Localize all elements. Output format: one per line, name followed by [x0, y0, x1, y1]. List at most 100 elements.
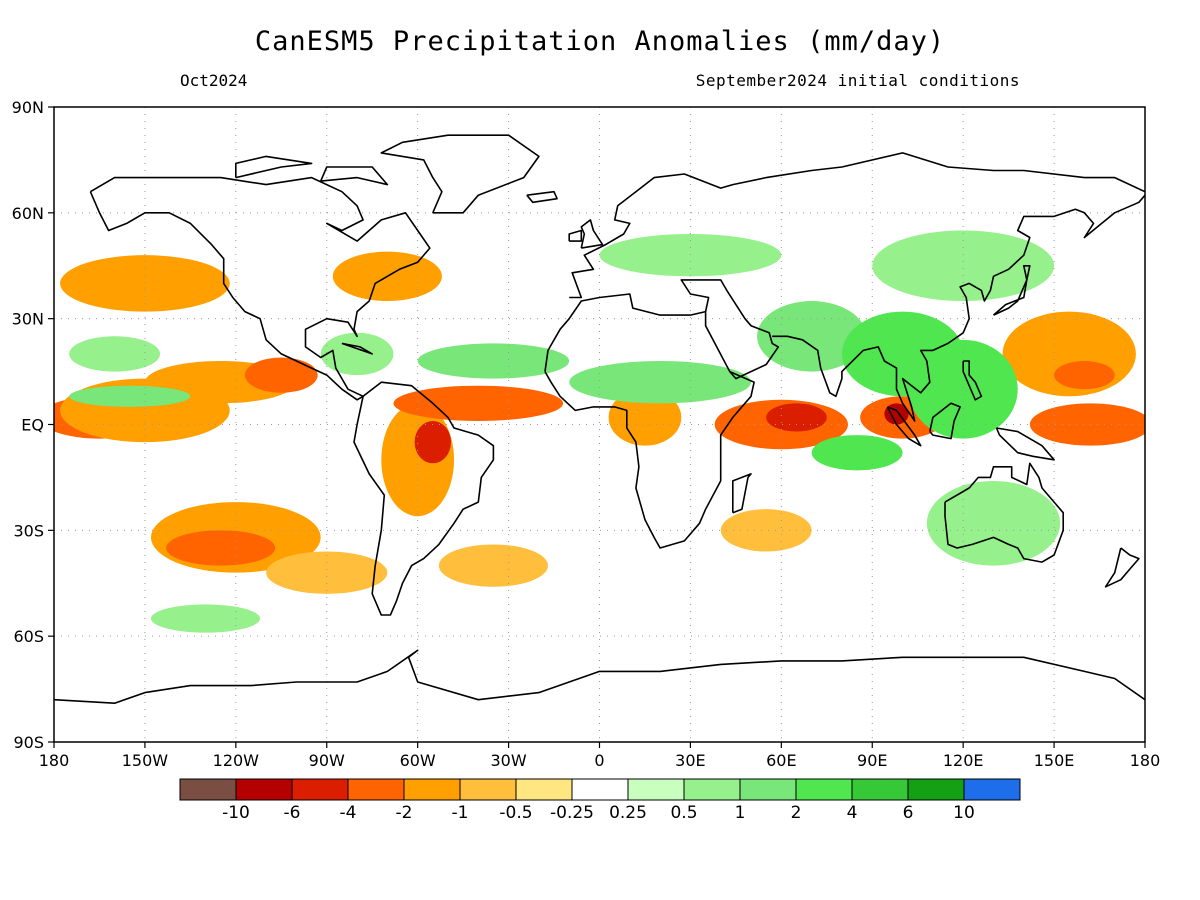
colorbar-swatch-14 [963, 778, 1021, 801]
colorbar-swatch-7 [571, 778, 629, 801]
coastline-0 [89, 176, 431, 401]
colorbar-swatch-5 [459, 778, 517, 801]
colorbar-swatch-9 [683, 778, 741, 801]
lon-tick-label: 30W [490, 751, 526, 770]
colorbar-label: -2 [396, 803, 413, 823]
lon-tick-label: 60W [400, 751, 436, 770]
colorbar-label: 1 [735, 803, 746, 823]
lat-tick-label: EQ [21, 416, 44, 435]
coastline-6 [944, 462, 1064, 563]
coastline-12 [992, 265, 1031, 316]
colorbar-swatch-1 [235, 778, 293, 801]
anomaly-region-10 [393, 385, 564, 421]
colorbar-label: 4 [847, 803, 858, 823]
forecast-month: Oct2024 [180, 71, 248, 90]
lat-tick-label: 60S [13, 627, 44, 646]
colorbar-swatch-0 [179, 778, 237, 801]
colorbar-swatch-3 [347, 778, 405, 801]
anomaly-region-32 [150, 604, 261, 633]
anomaly-region-4 [60, 255, 230, 312]
colorbar-swatch-6 [515, 778, 573, 801]
colorbar-label: 10 [953, 803, 975, 823]
coastline-3 [544, 293, 755, 549]
anomaly-region-18 [1029, 403, 1145, 446]
lon-tick-label: 0 [594, 751, 604, 770]
lat-tick-label: 90N [12, 98, 44, 117]
lon-tick-label: 120E [943, 751, 984, 770]
anomaly-region-13 [608, 389, 682, 446]
anomaly-region-24 [417, 343, 570, 379]
colorbar-label: 0.5 [670, 803, 697, 823]
colorbar-swatch-12 [851, 778, 909, 801]
coastline-2 [569, 152, 1145, 299]
colorbar-label: -0.25 [550, 803, 594, 823]
anomaly-region-22 [69, 336, 161, 372]
coastline-7 [54, 649, 1145, 704]
axis-ticks: 180 150W 120W 90W 60W 30W 0 30E 60E 90E 120E 150E 18… [12, 98, 1161, 770]
anomaly-region-33 [599, 234, 782, 277]
anomaly-region-28 [908, 339, 1018, 439]
coastline-10 [526, 190, 558, 204]
colorbar-label: 6 [903, 803, 914, 823]
coastline-11 [732, 473, 752, 514]
anomaly-region-29 [811, 435, 903, 471]
anomaly-fields [54, 230, 1145, 633]
anomaly-region-3 [244, 357, 318, 393]
colorbar-swatch-13 [907, 778, 965, 801]
lat-tick-label: 90S [13, 733, 44, 752]
coastline-5 [772, 194, 1145, 422]
lon-tick-label: 60E [766, 751, 796, 770]
colorbar-swatch-10 [739, 778, 797, 801]
colorbar-label: -1 [452, 803, 469, 823]
anomaly-region-21 [720, 509, 812, 552]
colorbar-label: -4 [340, 803, 357, 823]
colorbar-label: 0.25 [609, 803, 647, 823]
coastline-18 [341, 342, 373, 355]
anomaly-region-7 [266, 551, 388, 594]
lon-tick-label: 90E [857, 751, 887, 770]
anomaly-region-31 [872, 230, 1055, 302]
colorbar-swatch-2 [291, 778, 349, 801]
colorbar-label: 2 [791, 803, 802, 823]
anomaly-region-6 [166, 530, 276, 566]
lon-tick-label: 180 [39, 751, 70, 770]
lon-tick-label: 150E [1034, 751, 1075, 770]
lon-tick-label: 150W [122, 751, 169, 770]
colorbar-label: -10 [222, 803, 250, 823]
coastline-4 [680, 279, 780, 380]
coastline-19 [319, 166, 389, 186]
lon-tick-label: 180 [1130, 751, 1161, 770]
coastline-21 [568, 229, 583, 242]
initial-conditions-label: September2024 initial conditions [695, 71, 1020, 90]
map-title: CanESM5 Precipitation Anomalies (mm/day) [254, 26, 946, 57]
lat-tick-label: 30N [12, 310, 44, 329]
coastline-15 [995, 427, 1055, 461]
colorbar: -10 -6 -4 -2 -1 -0.5 -0.25 0.25 0.5 1 2 4 6 10 [179, 778, 1021, 823]
colorbar-label: -6 [284, 803, 301, 823]
lat-tick-label: 30S [13, 521, 44, 540]
anomaly-region-23 [69, 385, 191, 407]
lon-tick-label: 30E [675, 751, 705, 770]
coastline-16 [962, 360, 983, 401]
coastline-20 [235, 155, 313, 179]
coastline-14 [929, 402, 961, 440]
coastline-13 [886, 406, 922, 447]
anomaly-region-9 [414, 420, 452, 464]
anomaly-region-12 [438, 544, 548, 587]
coastline-17 [1104, 547, 1140, 588]
colorbar-label: -0.5 [499, 803, 532, 823]
colorbar-swatch-8 [627, 778, 685, 801]
colorbar-swatch-11 [795, 778, 853, 801]
lon-tick-label: 120W [213, 751, 260, 770]
anomaly-region-20 [1054, 361, 1115, 390]
lat-tick-label: 60N [12, 204, 44, 223]
lon-tick-label: 90W [309, 751, 345, 770]
coastline-8 [380, 134, 540, 214]
coastlines [54, 134, 1145, 704]
anomaly-region-25 [569, 361, 752, 404]
colorbar-swatch-4 [403, 778, 461, 801]
coastline-9 [580, 219, 604, 249]
anomaly-region-30 [926, 480, 1061, 566]
anomaly-region-15 [766, 403, 827, 432]
